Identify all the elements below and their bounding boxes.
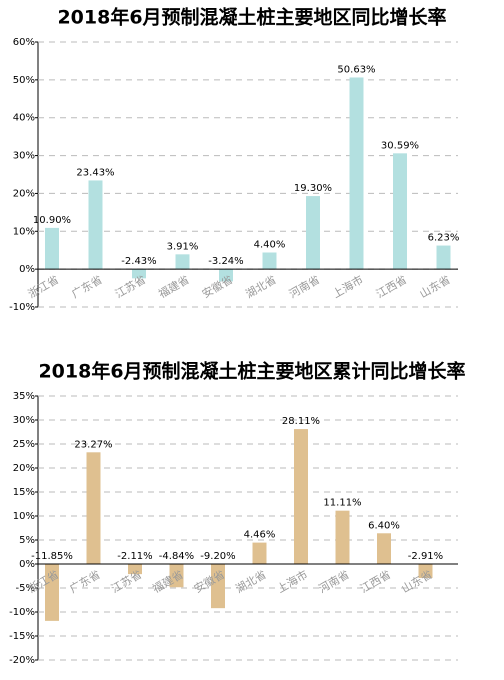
value-label: 23.43%	[76, 167, 114, 178]
value-label: -3.24%	[208, 256, 243, 267]
value-label: 11.11%	[323, 498, 361, 509]
bar	[45, 564, 59, 621]
x-tick-label: 上海市	[330, 272, 366, 301]
y-tick-label: 60%	[13, 37, 35, 48]
x-tick-label: 江西省	[374, 273, 409, 301]
bar	[262, 252, 277, 270]
bar	[349, 77, 364, 270]
chart-title: 2018年6月预制混凝土桩主要地区同比增长率	[57, 6, 446, 29]
y-tick-label: 10%	[13, 226, 35, 237]
bar	[393, 153, 407, 270]
value-label: 10.90%	[33, 215, 71, 226]
bar	[418, 564, 433, 578]
value-label: 4.40%	[254, 239, 286, 250]
bar	[132, 269, 146, 279]
x-tick-label: 广东省	[67, 568, 102, 596]
y-tick-label: 5%	[19, 535, 35, 546]
y-tick-label: 15%	[13, 487, 35, 498]
x-tick-label: 上海市	[274, 567, 310, 596]
x-tick-label: 河南省	[287, 273, 322, 301]
y-tick-label: 10%	[13, 511, 35, 522]
value-label: 6.23%	[428, 233, 460, 244]
y-tick-label: 40%	[13, 113, 35, 124]
bar	[169, 564, 184, 588]
bar	[88, 180, 103, 270]
y-tick-label: -20%	[9, 655, 35, 666]
x-tick-label: 山东省	[417, 273, 452, 301]
x-tick-label: 广东省	[69, 273, 104, 301]
y-tick-label: 0%	[19, 559, 35, 570]
bar	[219, 269, 233, 282]
x-tick-label: 江苏省	[109, 568, 144, 596]
y-tick-label: 20%	[13, 463, 35, 474]
value-label: 28.11%	[282, 416, 320, 427]
value-label: 30.59%	[381, 140, 419, 151]
x-tick-label: 江苏省	[113, 273, 148, 301]
bar	[294, 429, 308, 564]
y-tick-label: 30%	[13, 151, 35, 162]
value-label: 19.30%	[294, 183, 332, 194]
bar	[306, 196, 320, 270]
y-tick-label: -10%	[9, 607, 35, 618]
bar	[175, 254, 190, 270]
value-label: 50.63%	[337, 64, 375, 75]
x-tick-label: 安徽省	[199, 272, 235, 301]
y-tick-label: -5%	[16, 583, 35, 594]
bar	[211, 564, 225, 609]
bar	[377, 533, 391, 564]
value-label: 6.40%	[368, 520, 400, 531]
y-tick-label: 0%	[19, 264, 35, 275]
x-tick-label: 河南省	[316, 568, 351, 596]
bar	[86, 452, 101, 564]
bar	[252, 542, 267, 564]
x-tick-label: 福建省	[150, 567, 186, 596]
y-tick-label: 35%	[13, 391, 35, 402]
x-tick-label: 山东省	[399, 568, 434, 596]
value-label: -2.91%	[408, 551, 443, 562]
y-tick-label: 50%	[13, 75, 35, 86]
value-label: -4.84%	[159, 551, 194, 562]
value-label: 23.27%	[74, 439, 112, 450]
y-tick-label: -15%	[9, 631, 35, 642]
value-label: -2.43%	[121, 256, 156, 267]
bar	[335, 510, 350, 564]
x-tick-label: 湖北省	[243, 273, 278, 301]
y-tick-label: 25%	[13, 439, 35, 450]
chart-title: 2018年6月预制混凝土桩主要地区累计同比增长率	[38, 360, 465, 383]
x-tick-label: 江西省	[358, 568, 393, 596]
bar	[436, 245, 451, 270]
y-tick-label: 30%	[13, 415, 35, 426]
value-label: -11.85%	[31, 551, 73, 562]
bar	[45, 227, 59, 270]
x-tick-label: 福建省	[156, 272, 192, 301]
value-label: 3.91%	[167, 241, 199, 252]
bar	[128, 564, 142, 575]
x-tick-label: 湖北省	[233, 568, 268, 596]
y-tick-label: 20%	[13, 188, 35, 199]
y-tick-label: -10%	[9, 302, 35, 313]
x-tick-label: 浙江省	[26, 273, 61, 301]
value-label: -9.20%	[200, 551, 235, 562]
value-label: 4.46%	[244, 530, 276, 541]
value-label: -2.11%	[117, 551, 152, 562]
